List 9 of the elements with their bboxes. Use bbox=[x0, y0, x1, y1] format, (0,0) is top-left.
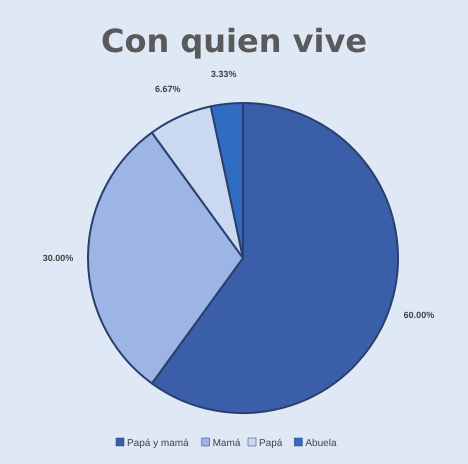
legend-label: Mamá bbox=[212, 438, 241, 449]
chart-title: Con quien vive bbox=[100, 22, 368, 60]
data-label: 6.67% bbox=[155, 84, 181, 94]
data-label: 3.33% bbox=[210, 69, 236, 80]
data-label: 30.00% bbox=[42, 253, 74, 263]
legend-label: Abuela bbox=[305, 438, 337, 449]
legend-label: Papá y mamá bbox=[127, 438, 190, 449]
legend-label: Papá bbox=[259, 438, 283, 449]
data-label: 60.00% bbox=[404, 310, 434, 320]
